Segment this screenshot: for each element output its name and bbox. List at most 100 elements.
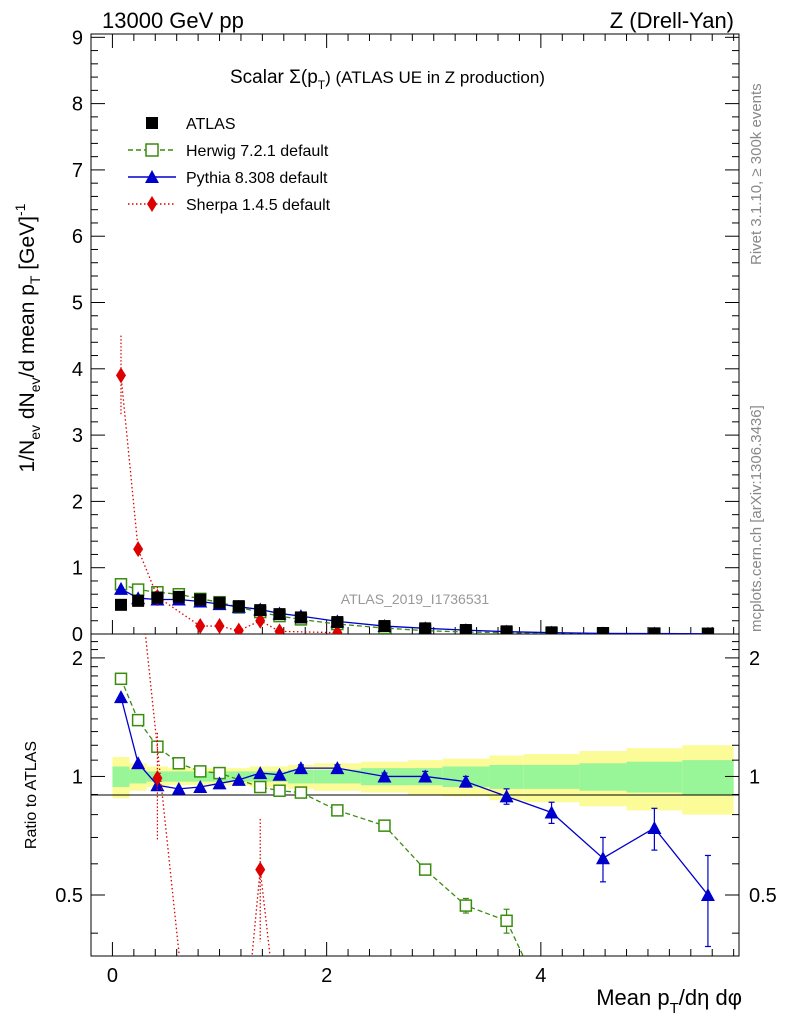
band-inner-16 — [579, 763, 627, 791]
ratio-ytick-label: 2 — [72, 648, 83, 670]
herwig-ratio-point — [500, 914, 513, 928]
legend-herwig-label: Herwig 7.2.1 default — [186, 143, 329, 160]
herwig-ratio-point — [418, 863, 432, 876]
ratio-ytick-label-right: 1 — [749, 766, 760, 788]
band-inner-10 — [313, 769, 361, 784]
atlas-main-point — [419, 622, 432, 634]
main-ytick-label: 0 — [72, 624, 83, 646]
pythia-ratio-point — [458, 774, 473, 788]
energy-label: 13000 GeV pp — [102, 8, 244, 33]
atlas-main-point — [254, 604, 267, 617]
pythia-ratio-point — [595, 851, 610, 865]
sherpa-main-point — [214, 618, 225, 634]
x-axis-label: Mean pT/dη dφ — [596, 985, 742, 1017]
pythia-ratio-point — [700, 887, 715, 901]
sherpa-main-point — [274, 623, 285, 634]
legend-pythia-marker — [145, 170, 159, 183]
herwig-ratio-point — [294, 786, 308, 799]
sherpa-main-point — [133, 541, 144, 558]
band-inner-17 — [626, 761, 683, 793]
pythia-main-point — [113, 581, 128, 595]
atlas-main-point — [172, 590, 185, 603]
main-ytick-label: 7 — [72, 160, 83, 182]
analysis-watermark: ATLAS_2019_I1736531 — [341, 591, 490, 607]
main-ytick-label: 4 — [72, 359, 83, 381]
pythia-ratio-point — [253, 766, 268, 780]
atlas-main-point — [545, 626, 558, 634]
main-ytick-label: 5 — [72, 293, 83, 315]
ratio-xtick-label: 4 — [535, 965, 546, 987]
ratio-ytick-label: 0.5 — [55, 885, 83, 907]
band-inner-1 — [129, 769, 147, 784]
sherpa-main-point — [332, 624, 343, 634]
band-inner-0 — [112, 766, 130, 788]
ratio-ytick-label: 1 — [72, 766, 83, 788]
main-ytick-label: 3 — [72, 425, 83, 447]
atlas-main-point — [194, 593, 207, 606]
legend: ATLAS Herwig 7.2.1 default Pythia 8.308 … — [128, 116, 331, 214]
band-inner-14 — [489, 764, 524, 789]
pythia-ratio-point — [212, 776, 227, 790]
band-inner-18 — [682, 760, 734, 795]
pythia-ratio-point — [647, 820, 662, 834]
sherpa-ratio-point — [255, 861, 266, 878]
atlas-main-point — [459, 624, 472, 634]
sherpa-ratio-point — [152, 770, 163, 787]
pythia-ratio-point — [231, 772, 246, 786]
sherpa-main-point — [233, 622, 244, 634]
ratio-xtick-label: 0 — [107, 965, 118, 987]
atlas-main-point — [378, 620, 391, 633]
pythia-ratio-point — [499, 789, 514, 803]
atlas-main-point — [331, 616, 344, 629]
legend-atlas-label: ATLAS — [186, 116, 236, 133]
legend-sherpa-label: Sherpa 1.4.5 default — [186, 197, 331, 214]
main-series — [113, 335, 715, 634]
mcplots-label: mcplots.cern.ch [arXiv:1306.3436] — [748, 405, 765, 632]
atlas-main-point — [273, 608, 286, 621]
sherpa-main-point — [195, 618, 206, 634]
y-axis-label: 1/Nev dNev/d mean pT [GeV]-1 — [12, 203, 43, 472]
pythia-ratio-point — [330, 761, 345, 775]
herwig-ratio-point — [172, 757, 186, 770]
sherpa-ratio-line — [144, 634, 180, 956]
process-label: Z (Drell-Yan) — [610, 8, 734, 33]
main-ytick-label: 6 — [72, 226, 83, 248]
pythia-ratio-point — [272, 767, 287, 781]
pythia-ratio-point — [418, 769, 433, 783]
main-ytick-label: 9 — [72, 27, 83, 49]
herwig-ratio-point — [114, 672, 128, 686]
plot-title: Scalar Σ(pT) (ATLAS UE in Z production) — [230, 67, 545, 92]
sherpa-main-point — [255, 612, 266, 629]
pythia-ratio-point — [193, 780, 208, 794]
atlas-main-point — [500, 625, 513, 634]
band-inner-3 — [168, 771, 190, 782]
atlas-main-point — [596, 627, 609, 634]
pythia-ratio-point — [377, 769, 392, 783]
pythia-ratio-point — [131, 756, 146, 770]
herwig-ratio-point — [193, 765, 207, 778]
atlas-main-point — [701, 627, 714, 634]
atlas-main-point — [648, 627, 661, 634]
legend-atlas-marker — [146, 117, 158, 129]
herwig-ratio-point — [273, 784, 286, 797]
sherpa-main-point — [115, 367, 126, 384]
herwig-ratio-point — [378, 819, 391, 832]
ratio-ytick-label-right: 0.5 — [749, 885, 777, 907]
atlas-main-point — [132, 594, 145, 607]
rivet-label: Rivet 3.1.10, ≥ 300k events — [748, 83, 765, 265]
ratio-xtick-label: 2 — [321, 965, 332, 987]
herwig-ratio-point — [253, 780, 267, 794]
legend-herwig-marker — [145, 143, 159, 157]
atlas-main-point — [294, 611, 307, 624]
pythia-ratio-point — [113, 690, 128, 704]
sherpa-ratio-line — [251, 869, 271, 956]
herwig-ratio-line — [120, 678, 524, 956]
ratio-y-label: Ratio to ATLAS — [23, 741, 40, 849]
main-ytick-label: 1 — [72, 558, 83, 580]
pythia-ratio-point — [293, 761, 308, 775]
herwig-ratio-point — [331, 804, 344, 817]
pythia-ratio-point — [171, 781, 186, 795]
legend-sherpa-marker — [147, 196, 157, 212]
